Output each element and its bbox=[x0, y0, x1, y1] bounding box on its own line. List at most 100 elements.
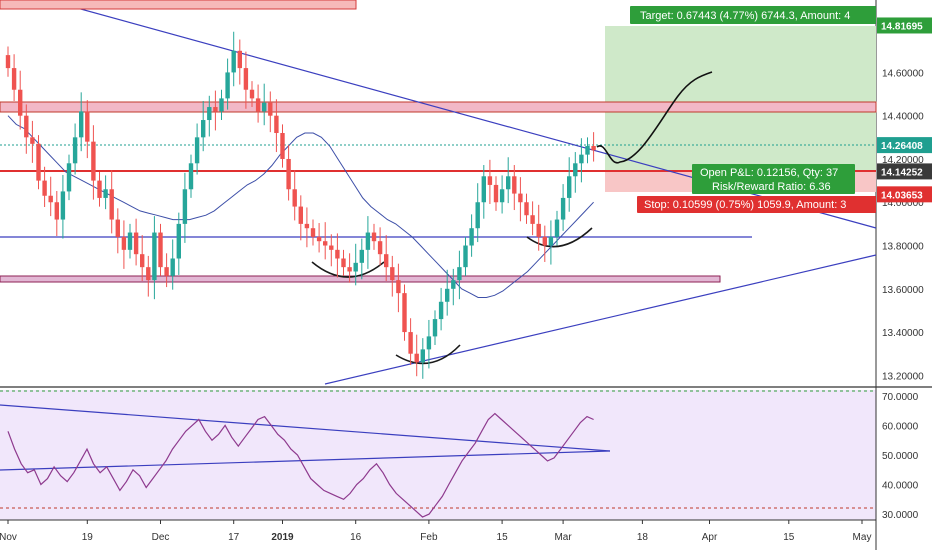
support-box bbox=[0, 275, 721, 283]
candle-body bbox=[48, 195, 53, 203]
time-tick-label: 17 bbox=[228, 532, 240, 543]
stop-annotation: Stop: 0.10599 (0.75%) 1059.9, Amount: 3 bbox=[637, 196, 876, 213]
candle-body bbox=[133, 232, 139, 255]
time-tick-label: Feb bbox=[420, 532, 438, 543]
candle-body bbox=[329, 245, 334, 250]
open-pnl-text: Open P&L: 0.12156, Qty: 37 bbox=[700, 167, 838, 179]
candle-body bbox=[316, 236, 322, 242]
candle-body bbox=[30, 137, 35, 144]
candle-body bbox=[536, 223, 541, 237]
price-tick-label: 13.20000 bbox=[882, 371, 924, 382]
candle-body bbox=[323, 241, 328, 246]
candle-body bbox=[432, 319, 438, 337]
candle-body bbox=[280, 133, 285, 159]
price-tag-box bbox=[877, 17, 932, 34]
candle-body bbox=[353, 262, 358, 272]
candle-body bbox=[268, 102, 273, 116]
candle-body bbox=[60, 191, 66, 220]
candle-body bbox=[487, 176, 493, 185]
target-zone bbox=[605, 26, 876, 172]
candle-body bbox=[402, 293, 407, 333]
candle-body bbox=[286, 158, 291, 190]
candle-body bbox=[66, 163, 72, 192]
candle-body bbox=[573, 163, 578, 177]
candle-body bbox=[560, 197, 566, 220]
oscillator-line bbox=[7, 412, 594, 518]
candle-body bbox=[140, 254, 145, 268]
price-tick-label: 14.60000 bbox=[882, 68, 924, 79]
shoulder-arc-left bbox=[311, 261, 385, 278]
candle-body bbox=[103, 189, 108, 198]
price-tag-box bbox=[877, 137, 932, 154]
candle-body bbox=[219, 98, 224, 112]
time-tick-label: 19 bbox=[82, 532, 94, 543]
top-zone-box bbox=[0, 0, 357, 10]
osc-tick-label: 40.0000 bbox=[882, 481, 919, 492]
candle-body bbox=[158, 232, 163, 268]
time-tick-label: 15 bbox=[497, 532, 509, 543]
candle-body bbox=[274, 115, 279, 134]
pnl-annotation: Open P&L: 0.12156, Qty: 37 Risk/Reward R… bbox=[692, 164, 855, 194]
oscillator-axis: 70.0000 60.0000 50.0000 40.0000 30.0000 bbox=[882, 392, 919, 521]
candle-body bbox=[548, 236, 554, 246]
time-axis: Nov 19 Dec 17 2019 16 Feb 15 Mar 18 Apr 15 May bbox=[0, 520, 871, 543]
price-tick-label: 13.40000 bbox=[882, 328, 924, 339]
candle-body bbox=[170, 258, 175, 276]
candle-body bbox=[292, 189, 297, 207]
candle-body bbox=[182, 189, 188, 224]
candle-body bbox=[5, 55, 11, 69]
candle-body bbox=[384, 254, 389, 268]
candle-body bbox=[262, 102, 267, 112]
candle-body bbox=[54, 202, 59, 220]
time-tick-label: Dec bbox=[152, 532, 170, 543]
price-tick-label: 14.20000 bbox=[882, 155, 924, 166]
candle-body bbox=[152, 232, 157, 281]
candle-body bbox=[420, 349, 425, 363]
candle-body bbox=[512, 176, 517, 194]
price-tick-label: 13.60000 bbox=[882, 285, 924, 296]
candle-body bbox=[469, 228, 474, 246]
candle-body bbox=[194, 137, 200, 164]
price-tick-label: 14.00000 bbox=[882, 198, 924, 209]
candle-body bbox=[243, 68, 249, 90]
candle-body bbox=[371, 232, 377, 242]
candle-body bbox=[493, 184, 499, 203]
osc-tick-label: 60.0000 bbox=[882, 421, 919, 432]
candle-body bbox=[127, 232, 133, 250]
candle-body bbox=[426, 336, 432, 350]
candle-body bbox=[554, 219, 560, 237]
price-tag-label: 14.14252 bbox=[881, 167, 923, 178]
price-tag-box bbox=[877, 186, 932, 203]
candle-body bbox=[207, 107, 212, 121]
candle-body bbox=[524, 202, 529, 216]
candle-body bbox=[91, 141, 96, 181]
candle-body bbox=[213, 107, 218, 112]
oscillator-band bbox=[0, 390, 876, 520]
candle-body bbox=[310, 228, 316, 237]
candle-body bbox=[499, 189, 505, 203]
candle-body bbox=[347, 267, 352, 272]
candle-body bbox=[36, 143, 41, 181]
candle-body bbox=[115, 219, 120, 237]
time-tick-label: Nov bbox=[0, 532, 17, 543]
candle-body bbox=[438, 301, 444, 320]
candle-body bbox=[579, 154, 584, 164]
time-tick-label: Apr bbox=[702, 532, 718, 543]
price-tag-label: 14.03653 bbox=[881, 190, 923, 201]
time-tick-label: 15 bbox=[783, 532, 795, 543]
candle-body bbox=[176, 223, 181, 259]
candle-body bbox=[188, 163, 194, 190]
candle-body bbox=[249, 89, 255, 99]
price-tag-box bbox=[877, 163, 932, 180]
candle-body bbox=[11, 68, 17, 90]
candle-body bbox=[146, 267, 151, 281]
candle-body bbox=[79, 111, 84, 138]
candles bbox=[5, 31, 596, 379]
candle-body bbox=[481, 176, 486, 203]
target-text: Target: 0.67443 (4.77%) 6744.3, Amount: … bbox=[640, 10, 850, 22]
candle-body bbox=[97, 180, 102, 198]
candle-body bbox=[304, 223, 310, 229]
time-tick-label: Mar bbox=[554, 532, 572, 543]
stop-text: Stop: 0.10599 (0.75%) 1059.9, Amount: 3 bbox=[644, 199, 846, 211]
candle-body bbox=[237, 50, 242, 69]
